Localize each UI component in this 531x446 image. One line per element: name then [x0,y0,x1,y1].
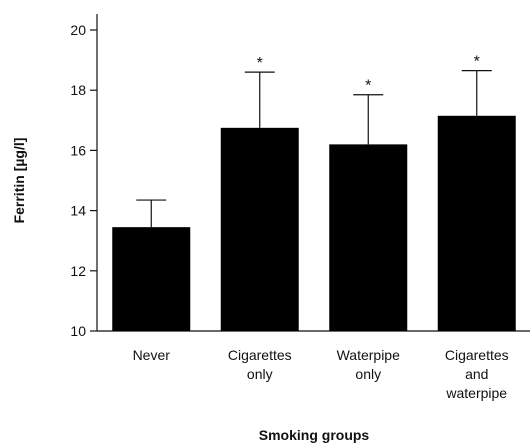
bar [220,127,299,331]
error-bar [244,71,275,128]
error-bar [136,199,167,228]
y-axis: 10 12 14 16 18 20 [70,14,98,339]
error-bar [461,70,492,116]
bars [112,115,516,331]
significance-star: * [474,54,480,71]
x-axis-title: Smoking groups [259,427,370,443]
y-tick-label: 10 [70,323,86,339]
x-tick-label: Waterpipe only [337,347,401,382]
x-tick-labels: Never Cigarettes only Waterpipe only Cigarett… [133,347,509,401]
significance-star: * [365,78,371,95]
error-bar [353,94,384,145]
significance-markers: * * * [257,54,480,95]
bar [112,227,191,331]
y-tick-label: 12 [70,263,86,279]
error-bars [136,70,492,228]
y-tick-label: 16 [70,142,86,158]
y-tick-label: 18 [70,82,86,98]
y-tick-label: 14 [70,203,86,219]
x-tick-label: Cigarettes only [228,347,292,382]
y-tick-label: 20 [70,22,86,38]
significance-star: * [257,55,263,72]
y-axis-title: Ferritin [µg/l] [11,138,27,224]
y-ticks: 10 12 14 16 18 20 [70,22,97,339]
x-axis: Never Cigarettes only Waterpipe only Cigarett… [97,330,530,401]
bar [437,115,516,331]
x-tick-label: Never [133,347,171,363]
bar [329,144,408,331]
x-tick-label: Cigarettes and waterpipe [445,347,509,401]
